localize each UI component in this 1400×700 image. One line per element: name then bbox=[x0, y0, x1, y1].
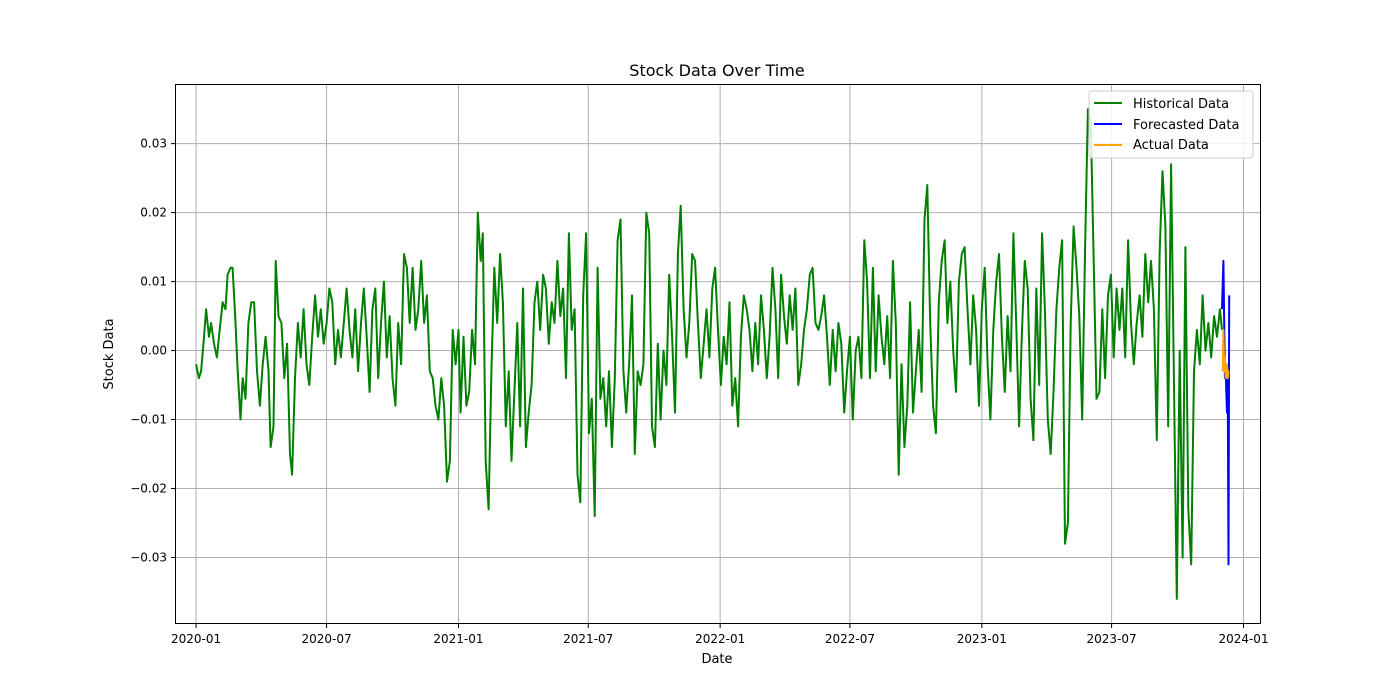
y-tick-label: −0.02 bbox=[130, 482, 167, 496]
x-tick-label: 2021-01 bbox=[433, 632, 483, 646]
legend-label-forecasted: Forecasted Data bbox=[1133, 118, 1239, 133]
legend-label-actual: Actual Data bbox=[1133, 138, 1209, 153]
x-tick-label: 2021-07 bbox=[563, 632, 613, 646]
y-tick-label: −0.01 bbox=[130, 413, 167, 427]
grid-lines bbox=[176, 85, 1260, 623]
ticks: 2020-01 2020-07 2021-01 2021-07 2022-01 2022-… bbox=[130, 137, 1268, 646]
legend-box bbox=[1088, 90, 1254, 159]
y-axis-label: Stock Data bbox=[102, 318, 117, 389]
y-tick-label: 0.03 bbox=[140, 137, 167, 151]
legend: Historical Data Forecasted Data Actual D… bbox=[1088, 90, 1254, 159]
x-axis-label: Date bbox=[701, 652, 732, 667]
x-tick-label: 2023-07 bbox=[1087, 632, 1137, 646]
y-tick-label: 0.02 bbox=[140, 206, 167, 220]
y-tick-label: 0.01 bbox=[140, 275, 167, 289]
x-tick-label: 2023-01 bbox=[957, 632, 1007, 646]
x-tick-label: 2022-01 bbox=[695, 632, 745, 646]
x-tick-label: 2022-07 bbox=[825, 632, 875, 646]
x-tick-label: 2020-07 bbox=[301, 632, 351, 646]
chart-title: Stock Data Over Time bbox=[629, 61, 804, 80]
actual-data-line bbox=[1221, 328, 1230, 380]
y-tick-label: −0.03 bbox=[130, 550, 167, 564]
series-lines bbox=[195, 108, 1231, 600]
x-tick-label: 2020-01 bbox=[171, 632, 221, 646]
plot-frame bbox=[175, 84, 1261, 624]
y-tick-label: 0.00 bbox=[140, 344, 167, 358]
legend-label-historical: Historical Data bbox=[1133, 97, 1229, 112]
historical-data-line bbox=[195, 108, 1223, 600]
x-tick-label: 2024-01 bbox=[1218, 632, 1268, 646]
forecasted-data-line bbox=[1221, 259, 1231, 566]
